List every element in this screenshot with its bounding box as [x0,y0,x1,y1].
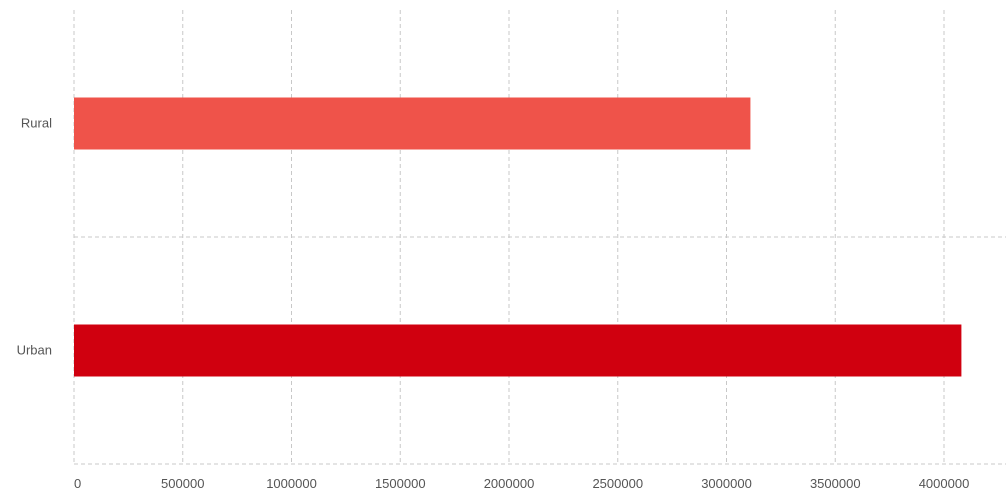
x-tick-label: 2000000 [484,476,535,491]
x-tick-label: 0 [74,476,81,491]
category-label: Rural [21,116,52,131]
bar-rural [74,97,751,150]
x-tick-label: 4000000 [919,476,970,491]
x-tick-label: 500000 [161,476,204,491]
category-label: Urban [17,343,52,358]
x-axis-ticks: 0 500000 1000000 1500000 2000000 2500000 30000… [74,476,969,491]
x-tick-label: 3000000 [701,476,752,491]
x-tick-label: 1000000 [266,476,317,491]
x-tick-label: 3500000 [810,476,861,491]
bar-urban [74,324,962,377]
grid-lines [73,10,1006,465]
x-tick-label: 2500000 [592,476,643,491]
x-tick-label: 1500000 [375,476,426,491]
bars-group [74,97,962,377]
y-axis-categories: Rural Urban [17,116,53,358]
